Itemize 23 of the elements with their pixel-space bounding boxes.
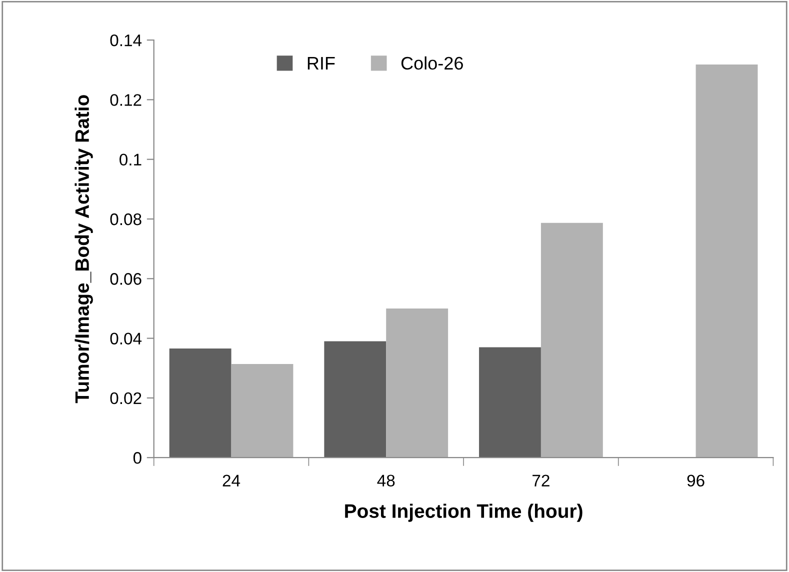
x-tick-label: 48 [377, 474, 395, 487]
x-tick-label: 72 [532, 474, 550, 486]
y-tick-label: 0.02 [110, 392, 142, 404]
y-axis-title: Tumor/Image_Body Activity Ratio [74, 95, 93, 404]
y-tick-label: 0 [133, 452, 142, 464]
y-tick-label: 0.12 [110, 94, 142, 106]
legend-label: RIF [308, 57, 335, 70]
bar [696, 64, 758, 458]
bar [231, 364, 294, 458]
y-tick-label: 0.08 [110, 213, 142, 226]
y-tick-label: 0.14 [110, 34, 142, 46]
bar [169, 348, 232, 458]
legend-label: Colo-26 [401, 56, 463, 70]
bar [324, 341, 386, 458]
x-tick-label: 24 [222, 474, 240, 486]
x-axis-title: Post Injection Time (hour) [345, 504, 582, 522]
y-tick-label: 0.1 [120, 154, 142, 166]
x-tick-label: 96 [687, 474, 704, 487]
y-tick-label: 0.06 [110, 273, 142, 285]
y-tick-label: 0.04 [110, 332, 142, 344]
bar [479, 347, 541, 458]
bar [386, 308, 448, 458]
bar [540, 222, 603, 458]
